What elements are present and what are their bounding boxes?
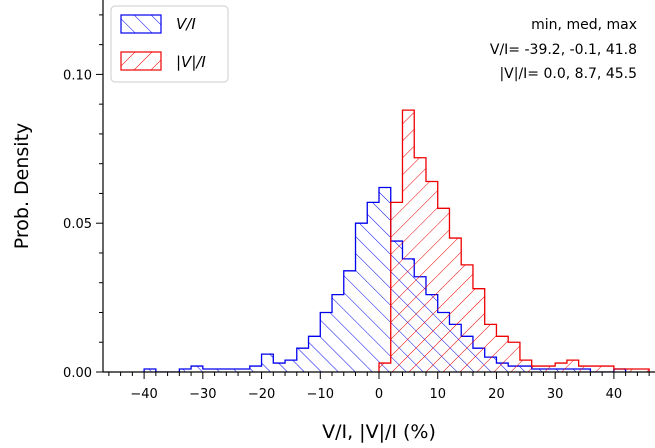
bar [578,366,591,372]
bar [273,363,286,372]
x-tick-label: 0 [375,387,383,402]
bar [202,369,215,372]
bar [296,348,309,372]
bar [379,187,391,372]
bar [144,369,156,372]
bar [566,360,579,372]
bar [390,202,403,372]
legend-label-v-over-i: V/I [176,15,196,33]
x-tick-label: −40 [130,387,157,402]
series-v-i [378,109,650,372]
bar [214,369,227,372]
series-layer [143,109,650,372]
x-axis-label: V/I, |V|/I (%) [322,421,436,443]
bar [179,369,192,372]
bar [496,336,509,372]
y-tick-label: 0.05 [63,217,92,232]
bar [191,366,203,372]
y-axis-ticks: 0.00 0.05 0.10 [63,14,103,381]
bar [261,354,274,372]
bar [414,157,426,372]
x-tick-label: 20 [488,387,505,402]
x-tick-label: −10 [307,387,334,402]
bar [249,366,262,372]
bar [332,294,344,372]
bar [602,366,614,372]
x-tick-label: −30 [189,387,216,402]
bar [637,369,650,372]
y-tick-label: 0.10 [63,68,92,83]
bar [508,342,520,372]
bar [472,288,485,372]
y-tick-label: 0.00 [63,366,92,381]
legend-swatch-abs-v-over-i [120,51,162,71]
bar [355,223,368,372]
x-tick-label: 10 [429,387,446,402]
x-tick-label: −20 [248,387,275,402]
y-axis-label: Prob. Density [11,123,33,250]
bar [238,369,250,372]
legend-swatch-v-over-i [120,14,162,34]
bar [613,369,626,372]
bar [449,238,462,372]
legend: V/I |V|/I [110,5,229,83]
stats-annotation: min, med, max V/I= -39.2, -0.1, 41.8 |V|… [490,17,637,82]
bar [379,363,391,372]
series-v-i [143,186,627,372]
bar [226,369,239,372]
x-tick-label: 30 [547,387,564,402]
bar [343,270,356,372]
bar [625,369,638,372]
bar [531,366,544,372]
bar [543,366,556,372]
bar [484,324,497,372]
bar [320,312,333,372]
stats-header: min, med, max [531,17,637,33]
bar [437,208,450,372]
stats-line-v-over-i: V/I= -39.2, -0.1, 41.8 [490,42,637,58]
bar [590,366,603,372]
x-tick-label: 40 [606,387,623,402]
stats-line-abs-v-over-i: |V|/I= 0.0, 8.7, 45.5 [499,66,637,82]
bar [519,360,532,372]
bar [308,336,321,372]
bar [367,202,379,372]
legend-label-abs-v-over-i: |V|/I [176,53,206,71]
bar [461,264,473,372]
x-axis-ticks: −40 −30 −20 −10 0 10 20 30 40 [108,372,650,402]
bar [285,360,297,372]
bar [402,110,415,372]
bar [555,363,567,372]
series-outline [378,109,650,372]
bar [425,181,438,372]
